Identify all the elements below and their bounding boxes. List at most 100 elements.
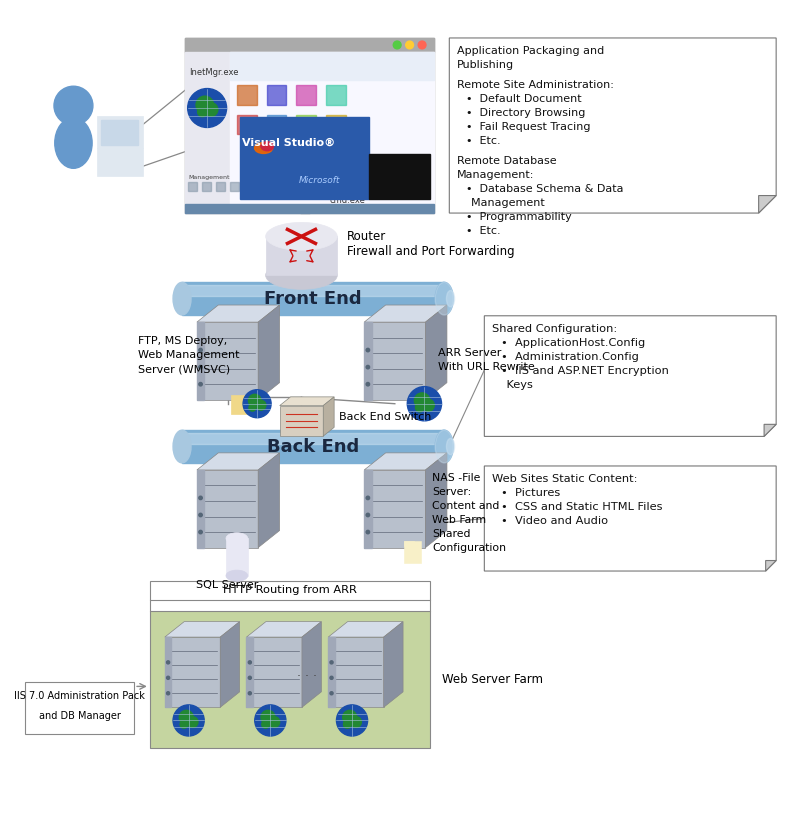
Polygon shape: [364, 305, 447, 322]
Polygon shape: [324, 397, 334, 436]
Circle shape: [256, 400, 266, 410]
Text: •  Fail Request Tracing: • Fail Request Tracing: [466, 122, 591, 132]
Circle shape: [198, 348, 202, 351]
Circle shape: [179, 710, 194, 724]
Bar: [230, 52, 434, 213]
Text: •  ApplicationHost.Config: • ApplicationHost.Config: [501, 337, 646, 347]
Text: •  Video and Audio: • Video and Audio: [501, 516, 609, 526]
Circle shape: [187, 717, 198, 728]
Polygon shape: [450, 38, 776, 213]
Bar: [197, 322, 204, 400]
Bar: [238, 86, 257, 105]
Polygon shape: [258, 305, 280, 400]
Ellipse shape: [254, 142, 273, 153]
Circle shape: [243, 390, 271, 418]
Text: Server (WMSVC): Server (WMSVC): [138, 365, 230, 374]
Text: InetMgr.exe: InetMgr.exe: [189, 67, 239, 77]
Polygon shape: [197, 322, 258, 400]
Bar: [231, 395, 249, 414]
Bar: [185, 204, 434, 213]
Bar: [182, 433, 444, 444]
Text: Front End: Front End: [265, 290, 362, 308]
Text: •  IIS and ASP.NET Encryption: • IIS and ASP.NET Encryption: [501, 365, 669, 375]
Circle shape: [366, 496, 370, 500]
Ellipse shape: [265, 262, 337, 290]
Circle shape: [198, 530, 202, 534]
Circle shape: [249, 691, 251, 695]
Text: Web Server Farm: Web Server Farm: [442, 673, 543, 686]
Text: Shared: Shared: [432, 528, 471, 539]
Circle shape: [261, 720, 269, 728]
Ellipse shape: [173, 282, 191, 315]
Text: Configuration: Configuration: [432, 542, 506, 553]
Ellipse shape: [226, 570, 248, 581]
Polygon shape: [165, 637, 220, 707]
Ellipse shape: [173, 430, 191, 463]
Circle shape: [198, 383, 202, 386]
Bar: [96, 116, 143, 148]
Polygon shape: [197, 470, 258, 547]
Circle shape: [330, 691, 333, 695]
Bar: [182, 285, 444, 296]
Circle shape: [204, 103, 218, 116]
Bar: [230, 52, 434, 80]
Polygon shape: [364, 453, 447, 470]
Ellipse shape: [435, 430, 453, 463]
Circle shape: [180, 720, 188, 728]
Text: •  Directory Browsing: • Directory Browsing: [466, 108, 586, 118]
Polygon shape: [364, 470, 426, 547]
Text: •  Programmability: • Programmability: [466, 212, 572, 222]
Circle shape: [249, 404, 256, 412]
Polygon shape: [383, 621, 403, 707]
Ellipse shape: [446, 291, 454, 307]
Circle shape: [269, 717, 280, 728]
Ellipse shape: [261, 142, 273, 151]
Bar: [296, 86, 316, 105]
Text: •  Pictures: • Pictures: [501, 488, 561, 498]
Bar: [265, 236, 337, 276]
Circle shape: [167, 691, 170, 695]
Bar: [404, 542, 414, 546]
Text: •  CSS and Static HTML Files: • CSS and Static HTML Files: [501, 502, 663, 512]
Circle shape: [366, 514, 370, 517]
Polygon shape: [328, 637, 383, 707]
Bar: [150, 581, 430, 600]
Polygon shape: [364, 322, 426, 400]
Circle shape: [249, 677, 251, 679]
Bar: [326, 115, 346, 134]
Text: Back End: Back End: [267, 438, 359, 455]
Circle shape: [366, 383, 370, 386]
Bar: [185, 52, 230, 213]
Text: Content and: Content and: [432, 500, 500, 510]
Bar: [240, 117, 369, 199]
Circle shape: [249, 661, 251, 664]
Text: Web Farm: Web Farm: [432, 514, 486, 525]
Bar: [182, 282, 444, 315]
Text: •  Database Schema & Data: • Database Schema & Data: [466, 184, 624, 194]
Bar: [150, 611, 430, 747]
Text: Visual Studio®: Visual Studio®: [242, 138, 336, 148]
Bar: [165, 637, 171, 707]
Polygon shape: [426, 305, 447, 400]
Text: Firewall and Port Forwarding: Firewall and Port Forwarding: [347, 245, 514, 258]
Text: SQL Server: SQL Server: [196, 580, 259, 590]
Polygon shape: [246, 637, 302, 707]
Bar: [328, 637, 335, 707]
Text: NAS -File: NAS -File: [432, 472, 481, 482]
Text: and DB Manager: and DB Manager: [39, 711, 120, 721]
Circle shape: [54, 86, 93, 125]
Circle shape: [366, 530, 370, 534]
Text: Management:: Management:: [457, 170, 535, 180]
Polygon shape: [485, 316, 776, 436]
Circle shape: [418, 41, 426, 49]
Polygon shape: [280, 406, 324, 436]
Bar: [296, 115, 316, 134]
Text: ARR Server: ARR Server: [438, 348, 501, 358]
Text: cmd.exe: cmd.exe: [329, 196, 365, 205]
Circle shape: [198, 496, 202, 500]
Circle shape: [198, 107, 207, 117]
Polygon shape: [426, 453, 447, 547]
Bar: [182, 430, 444, 463]
Bar: [226, 538, 248, 576]
Circle shape: [187, 89, 226, 128]
